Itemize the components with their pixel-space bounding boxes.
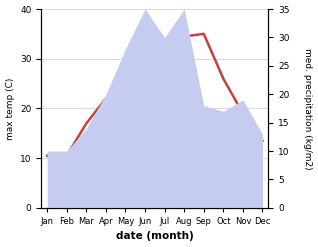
Y-axis label: med. precipitation (kg/m2): med. precipitation (kg/m2) — [303, 48, 313, 169]
X-axis label: date (month): date (month) — [116, 231, 194, 242]
Y-axis label: max temp (C): max temp (C) — [5, 77, 15, 140]
